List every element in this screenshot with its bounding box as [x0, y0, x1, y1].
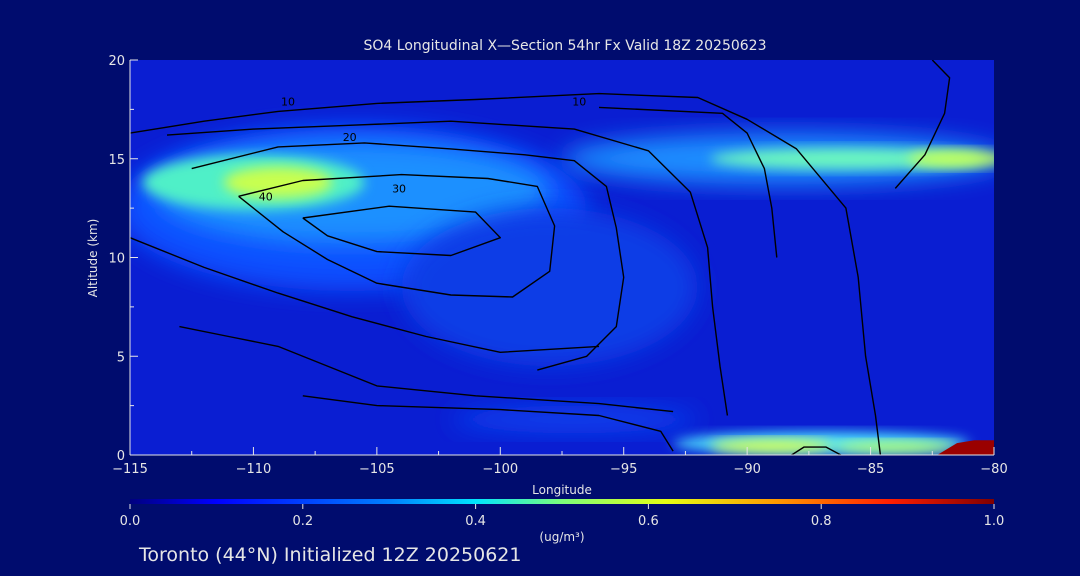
y-tick-label: 10: [108, 252, 125, 267]
field-blob: [401, 208, 698, 367]
field-blob: [223, 166, 333, 199]
contour-label: 30: [392, 182, 406, 195]
colorbar-tick-label: 0.8: [811, 514, 832, 529]
contour-lines: 10 10 20 30 40: [130, 60, 951, 455]
contour-label: 10: [281, 95, 295, 108]
colorbar-gradient: [130, 499, 994, 504]
y-axis: 0 5 10 15 20: [108, 54, 138, 464]
x-tick-label: −110: [236, 462, 272, 477]
x-tick-label: −95: [610, 462, 637, 477]
x-tick-label: −100: [482, 462, 518, 477]
contour-label: 20: [343, 131, 357, 144]
contour-label: 10: [572, 95, 586, 108]
colorbar-ticks: 0.0 0.2 0.4 0.6 0.8 1.0: [120, 504, 1005, 529]
y-tick-label: 5: [117, 350, 125, 365]
y-axis-label: Altitude (km): [86, 219, 100, 298]
contour-line: [302, 205, 501, 257]
contour-line: [130, 237, 600, 353]
colorbar-tick-label: 0.0: [120, 514, 141, 529]
contour-line: [166, 120, 729, 416]
x-tick-label: −80: [980, 462, 1007, 477]
colorbar: 0.0 0.2 0.4 0.6 0.8 1.0 (ug/m³): [120, 499, 1005, 544]
colorbar-tick-label: 0.6: [638, 514, 659, 529]
contour-line: [191, 142, 625, 371]
contour-line: [238, 173, 556, 298]
colorbar-label: (ug/m³): [539, 530, 584, 544]
contour-line: [598, 106, 778, 258]
contour-line: [302, 395, 674, 452]
y-tick-label: 20: [108, 54, 125, 69]
contour-line: [791, 446, 842, 455]
x-axis-label: Longitude: [532, 483, 592, 497]
y-tick-label: 15: [108, 153, 125, 168]
contour-line: [130, 92, 882, 455]
x-tick-label: −85: [857, 462, 884, 477]
field-blob: [710, 439, 834, 454]
x-tick-label: −115: [112, 462, 148, 477]
colorbar-tick-label: 0.4: [465, 514, 486, 529]
colorbar-tick-label: 1.0: [984, 514, 1005, 529]
x-tick-label: −105: [359, 462, 395, 477]
contour-label: 40: [259, 190, 273, 203]
footer-caption: Toronto (44°N) Initialized 12Z 20250621: [138, 544, 522, 566]
field-blob: [450, 405, 698, 434]
surface-max-region: [937, 440, 994, 455]
y-tick-label: 0: [117, 449, 125, 464]
x-tick-label: −90: [733, 462, 760, 477]
contour-line: [179, 325, 674, 413]
colorbar-tick-label: 0.2: [292, 514, 313, 529]
plot-area: 10 10 20 30 40: [130, 60, 994, 455]
x-axis: −115 −110 −105 −100 −95 −90 −85 −80: [112, 447, 1008, 477]
chart-title: SO4 Longitudinal X—Section 54hr Fx Valid…: [364, 38, 767, 54]
contour-line: [894, 60, 951, 189]
field-blob: [710, 147, 982, 170]
field-blob: [833, 441, 957, 454]
field-blob: [907, 149, 994, 168]
